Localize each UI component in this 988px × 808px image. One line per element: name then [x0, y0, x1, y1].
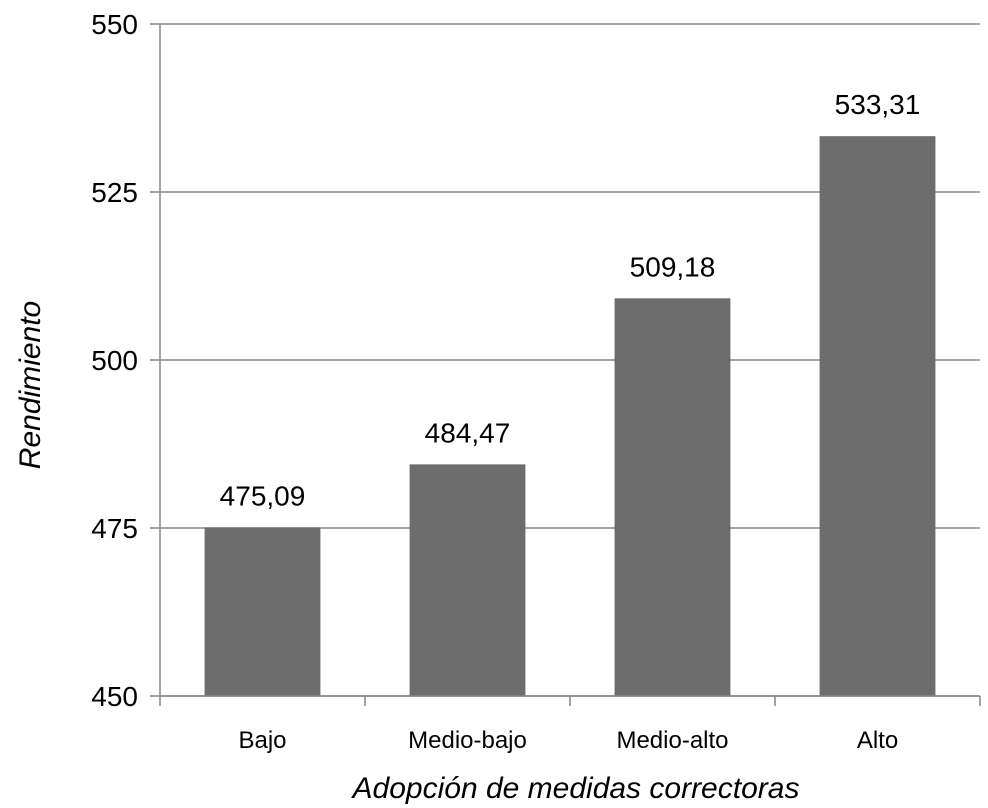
x-tick-label: Medio-alto — [616, 727, 728, 754]
x-tick-label: Medio-bajo — [408, 727, 527, 754]
bar — [614, 298, 731, 696]
y-tick-label: 500 — [91, 345, 138, 376]
data-label: 533,31 — [835, 89, 921, 120]
x-tick-label: Alto — [857, 727, 898, 754]
data-label: 475,09 — [220, 480, 306, 511]
axes — [159, 24, 981, 706]
data-label: 484,47 — [425, 417, 511, 448]
y-axis-title: Rendimiento — [14, 301, 47, 469]
y-tick-label: 550 — [91, 9, 138, 40]
bars — [204, 136, 936, 696]
y-tick-label: 450 — [91, 681, 138, 712]
x-tick-label: Bajo — [238, 727, 286, 754]
y-tick-label: 525 — [91, 177, 138, 208]
bar — [204, 527, 321, 696]
bar — [819, 136, 936, 696]
y-tick-label: 475 — [91, 513, 138, 544]
x-axis-title: Adopción de medidas correctoras — [351, 772, 800, 805]
labels: 450 475 500 525 550 475,09 Bajo 484,47 Medio-baj… — [91, 9, 920, 754]
data-label: 509,18 — [630, 251, 716, 282]
bar — [409, 464, 526, 696]
